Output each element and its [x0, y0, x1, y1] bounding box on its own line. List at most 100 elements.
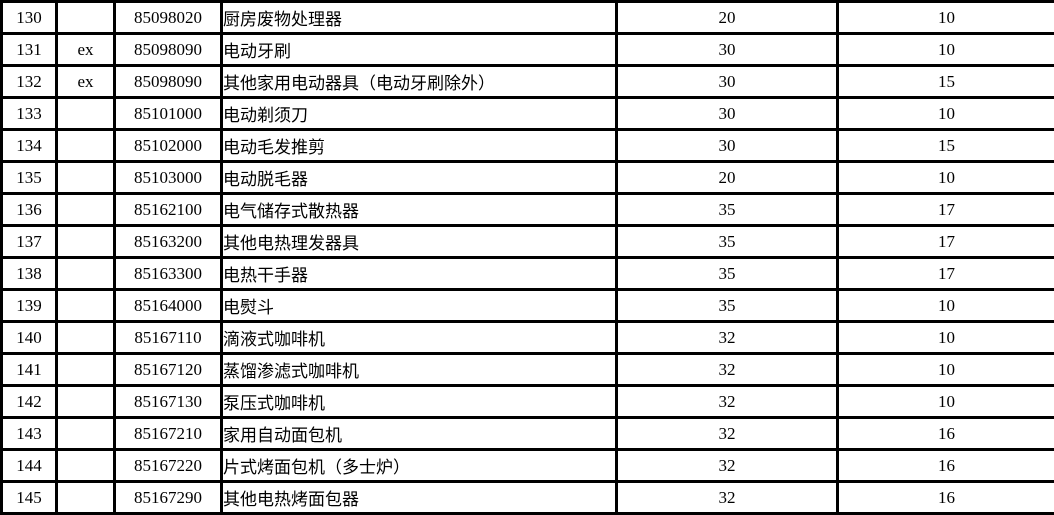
ex-marker-cell [57, 450, 115, 482]
rate1-cell: 32 [617, 482, 838, 514]
rate1-cell: 35 [617, 226, 838, 258]
description-cell: 家用自动面包机 [222, 418, 617, 450]
rate1-cell: 30 [617, 130, 838, 162]
ex-marker-cell [57, 2, 115, 34]
rate2-cell: 10 [838, 34, 1054, 66]
hs-code-cell: 85167210 [115, 418, 222, 450]
hs-code-cell: 85163300 [115, 258, 222, 290]
hs-code-cell: 85167290 [115, 482, 222, 514]
ex-marker-cell: ex [57, 66, 115, 98]
rate2-cell: 10 [838, 322, 1054, 354]
hs-code-cell: 85102000 [115, 130, 222, 162]
ex-marker-cell [57, 226, 115, 258]
row-number-cell: 141 [2, 354, 57, 386]
description-cell: 蒸馏渗滤式咖啡机 [222, 354, 617, 386]
ex-marker-cell [57, 258, 115, 290]
rate1-cell: 32 [617, 354, 838, 386]
description-cell: 电动脱毛器 [222, 162, 617, 194]
hs-code-cell: 85167120 [115, 354, 222, 386]
ex-marker-cell [57, 418, 115, 450]
row-number-cell: 132 [2, 66, 57, 98]
row-number-cell: 130 [2, 2, 57, 34]
rate2-cell: 16 [838, 450, 1054, 482]
rate1-cell: 32 [617, 450, 838, 482]
description-cell: 电热干手器 [222, 258, 617, 290]
hs-code-cell: 85162100 [115, 194, 222, 226]
rate2-cell: 16 [838, 482, 1054, 514]
row-number-cell: 145 [2, 482, 57, 514]
rate2-cell: 15 [838, 66, 1054, 98]
rate1-cell: 30 [617, 66, 838, 98]
rate1-cell: 32 [617, 386, 838, 418]
ex-marker-cell [57, 98, 115, 130]
row-number-cell: 140 [2, 322, 57, 354]
row-number-cell: 138 [2, 258, 57, 290]
description-cell: 电气储存式散热器 [222, 194, 617, 226]
row-number-cell: 134 [2, 130, 57, 162]
row-number-cell: 143 [2, 418, 57, 450]
ex-marker-cell [57, 354, 115, 386]
ex-marker-cell [57, 386, 115, 418]
ex-marker-cell [57, 162, 115, 194]
rate2-cell: 17 [838, 226, 1054, 258]
description-cell: 其他电热理发器具 [222, 226, 617, 258]
rate1-cell: 30 [617, 34, 838, 66]
ex-marker-cell: ex [57, 34, 115, 66]
rate2-cell: 10 [838, 162, 1054, 194]
rate1-cell: 20 [617, 162, 838, 194]
row-number-cell: 137 [2, 226, 57, 258]
rate1-cell: 32 [617, 322, 838, 354]
rate2-cell: 10 [838, 98, 1054, 130]
rate2-cell: 10 [838, 354, 1054, 386]
rate1-cell: 32 [617, 418, 838, 450]
rate2-cell: 16 [838, 418, 1054, 450]
hs-code-cell: 85167110 [115, 322, 222, 354]
hs-code-cell: 85167220 [115, 450, 222, 482]
description-cell: 电动牙刷 [222, 34, 617, 66]
description-cell: 电动剃须刀 [222, 98, 617, 130]
ex-marker-cell [57, 322, 115, 354]
ex-marker-cell [57, 290, 115, 322]
description-cell: 其他电热烤面包器 [222, 482, 617, 514]
hs-code-cell: 85098090 [115, 66, 222, 98]
ex-marker-cell [57, 194, 115, 226]
row-number-cell: 142 [2, 386, 57, 418]
rate2-cell: 15 [838, 130, 1054, 162]
row-number-cell: 136 [2, 194, 57, 226]
hs-code-cell: 85167130 [115, 386, 222, 418]
rate1-cell: 35 [617, 194, 838, 226]
hs-code-cell: 85103000 [115, 162, 222, 194]
row-number-cell: 139 [2, 290, 57, 322]
rate1-cell: 20 [617, 2, 838, 34]
rate1-cell: 35 [617, 290, 838, 322]
rate2-cell: 17 [838, 194, 1054, 226]
hs-code-cell: 85163200 [115, 226, 222, 258]
row-number-cell: 144 [2, 450, 57, 482]
description-cell: 片式烤面包机（多士炉） [222, 450, 617, 482]
rate1-cell: 35 [617, 258, 838, 290]
rate2-cell: 10 [838, 386, 1054, 418]
row-number-cell: 131 [2, 34, 57, 66]
description-cell: 电动毛发推剪 [222, 130, 617, 162]
description-cell: 厨房废物处理器 [222, 2, 617, 34]
rate2-cell: 10 [838, 2, 1054, 34]
description-cell: 其他家用电动器具（电动牙刷除外） [222, 66, 617, 98]
row-number-cell: 135 [2, 162, 57, 194]
